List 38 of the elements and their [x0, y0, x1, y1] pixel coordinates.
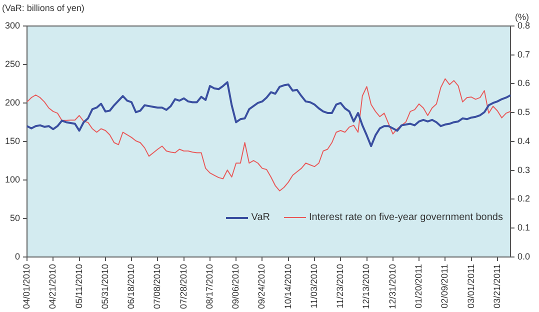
x-tick-label: 08/17/2010: [204, 264, 214, 310]
y2-tick-label: 0.7: [517, 49, 530, 60]
x-tick-label: 06/18/2010: [126, 264, 136, 310]
y2-tick-label: 0.1: [517, 222, 530, 233]
x-tick-label: 05/31/2010: [100, 264, 110, 310]
y2-axis-title: (%): [515, 12, 529, 22]
y-tick-label: 150: [4, 136, 20, 146]
y2-tick-label: 0.2: [517, 194, 530, 204]
x-tick-label: 10/14/2010: [282, 264, 293, 310]
y-axis-title: (VaR: billions of yen): [2, 3, 84, 13]
legend-label: Interest rate on five-year government bonds: [309, 212, 503, 223]
legend-label: VaR: [251, 212, 270, 223]
x-tick-label: 11/03/2010: [308, 264, 319, 308]
y2-tick-label: 0.4: [517, 136, 530, 146]
x-tick-label: 12/13/2010: [361, 264, 372, 310]
y-tick-label: 50: [10, 212, 20, 223]
x-tick-label: 05/11/2010: [74, 264, 84, 308]
x-tick-label: 03/21/2011: [492, 264, 502, 308]
y2-tick-label: 0.5: [517, 107, 530, 118]
y2-tick-label: 0.0: [517, 251, 530, 262]
x-tick-label: 07/28/2010: [178, 264, 188, 310]
x-tick-label: 04/21/2010: [48, 264, 58, 310]
x-tick-label: 09/24/2010: [256, 264, 267, 310]
y2-tick-label: 0.3: [517, 164, 530, 175]
x-tick-label: 09/06/2010: [230, 264, 241, 310]
x-tick-label: 01/20/2011: [414, 264, 424, 308]
x-tick-label: 07/08/2010: [152, 264, 162, 310]
x-tick-label: 12/31/2010: [387, 264, 398, 310]
x-tick-label: 02/09/2011: [440, 264, 450, 308]
y-tick-label: 0: [15, 251, 20, 262]
x-tick-label: 04/01/2010: [22, 264, 32, 310]
x-tick-label: 11/23/2010: [335, 264, 346, 308]
y2-tick-label: 0.6: [517, 78, 530, 88]
y-tick-label: 250: [4, 58, 20, 69]
y-tick-label: 100: [4, 174, 20, 184]
y-tick-label: 200: [4, 97, 20, 108]
x-tick-label: 03/01/2011: [466, 264, 476, 308]
y-tick-label: 300: [4, 20, 20, 30]
